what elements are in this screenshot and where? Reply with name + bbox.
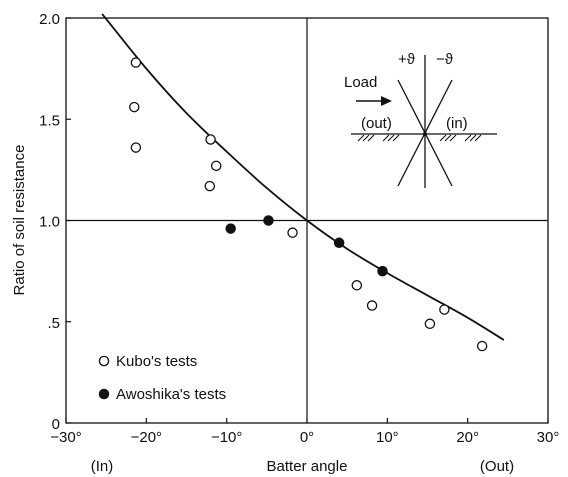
y-tick-label: 2.0 [39, 11, 60, 28]
legend-marker-kubo [98, 355, 110, 367]
kubo-point [287, 227, 298, 238]
inset-pile-head [423, 132, 427, 136]
x-axis-label: Batter angle [267, 458, 348, 475]
kubo-point [205, 134, 216, 145]
kubo-point [366, 300, 378, 311]
x-tick-label: −30° [50, 429, 81, 446]
x-end-label-out: (Out) [480, 458, 514, 475]
data-points-layer [129, 57, 488, 352]
kubo-point [130, 142, 142, 153]
load-arrow-icon [356, 96, 392, 106]
y-tick-label: 0 [52, 416, 60, 433]
y-tick-label: 1.5 [39, 112, 60, 129]
x-axis-ticks: −30° −20° −10° 0° 10° 20° 30° [50, 418, 559, 446]
legend-marker-awoshika [98, 388, 110, 400]
legend-label-kubo: Kubo's tests [116, 353, 197, 370]
awoshika-point [225, 223, 236, 234]
x-tick-label: 10° [376, 429, 399, 446]
x-tick-label: −10° [211, 429, 242, 446]
kubo-point [130, 57, 142, 68]
x-tick-label: 0° [300, 429, 314, 446]
x-tick-label: 30° [537, 429, 560, 446]
inset-ground-hatching [357, 134, 482, 142]
kubo-point [129, 101, 140, 113]
legend: Kubo's tests Awoshika's tests [98, 353, 226, 403]
y-tick-label: 1.0 [39, 214, 60, 231]
kubo-point [351, 280, 363, 291]
y-axis-ticks: 0 .5 1.0 1.5 2.0 [39, 11, 71, 433]
kubo-point [439, 304, 450, 315]
inset-plus-theta-label: +ϑ [398, 51, 416, 68]
x-tick-label: −20° [131, 429, 162, 446]
y-axis-label: Ratio of soil resistance [11, 145, 28, 296]
y-tick-label: .5 [47, 315, 60, 332]
legend-label-awoshika: Awoshika's tests [116, 386, 226, 403]
kubo-point [424, 318, 436, 330]
x-tick-label: 20° [456, 429, 479, 446]
fitted-curve-layer [101, 13, 505, 341]
kubo-point [476, 340, 488, 352]
kubo-point [204, 180, 216, 192]
kubo-point [210, 160, 222, 172]
inset-in-label: (in) [446, 115, 468, 132]
inset-diagram: +ϑ −ϑ Load (out) (in) [344, 51, 497, 188]
awoshika-point [333, 237, 345, 249]
fitted-curve [101, 13, 505, 341]
awoshika-point [377, 265, 388, 277]
x-end-label-in: (In) [91, 458, 114, 475]
awoshika-point [263, 215, 274, 226]
inset-load-label: Load [344, 74, 377, 91]
inset-minus-theta-label: −ϑ [436, 51, 454, 68]
inset-out-label: (out) [361, 115, 392, 132]
